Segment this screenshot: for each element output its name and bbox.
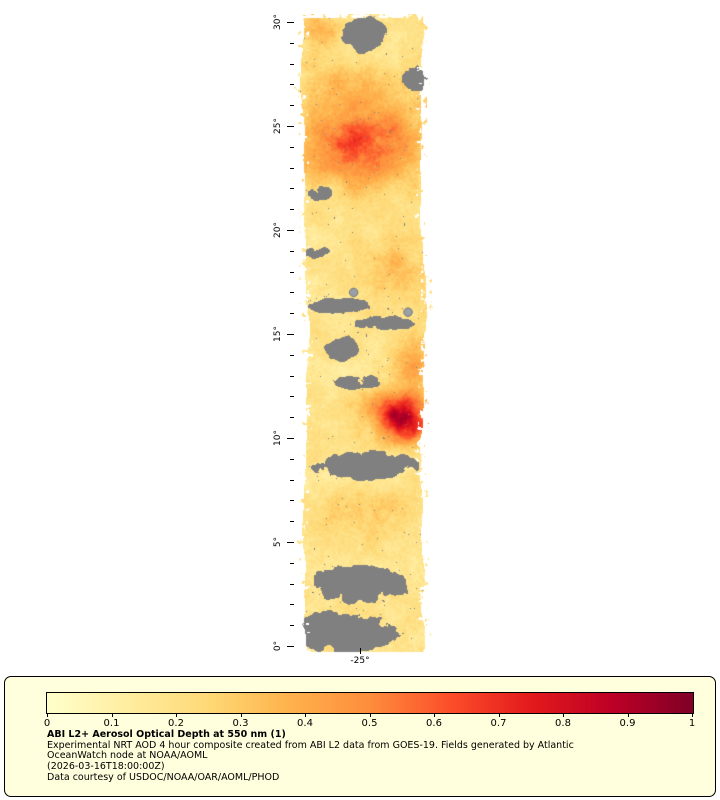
lat-minor-tick [290, 583, 294, 585]
colorbar-tick [434, 714, 435, 717]
colorbar-tick-label: 0.6 [426, 718, 442, 729]
lat-tick-label: 15° [273, 326, 283, 342]
lat-minor-tick [290, 479, 294, 481]
colorbar-tick-label: 0.9 [619, 718, 636, 729]
lat-minor-tick [290, 562, 294, 564]
lat-minor-tick [290, 42, 294, 44]
lat-tick-label: 20° [273, 222, 283, 238]
colorbar-tick-label: 0.7 [490, 718, 507, 729]
colorbar-tick [563, 714, 564, 717]
lat-minor-tick [290, 146, 294, 148]
lat-tick-label: 0° [273, 640, 283, 652]
caption-description-line1: Experimental NRT AOD 4 hour composite cr… [47, 739, 574, 751]
colorbar-tick [498, 714, 500, 717]
colorbar-tick [305, 714, 306, 717]
lat-major-tick [287, 230, 294, 231]
lat-major-tick [287, 22, 294, 23]
colorbar-tick-label: 0.2 [168, 718, 184, 729]
lat-minor-tick [290, 271, 294, 273]
colorbar-ticks: 0 0.1 0.2 0.3 0.4 0.5 0.6 0.7 0.8 0.9 1 [5, 677, 715, 796]
lat-minor-tick [290, 521, 294, 523]
lat-major-tick [287, 542, 294, 543]
colorbar-tick [240, 714, 242, 717]
figure-caption: ABI L2+ Aerosol Optical Depth at 550 nm … [47, 729, 574, 784]
lon-major-tick [360, 648, 361, 654]
colorbar-tick-label: 0.1 [103, 718, 120, 729]
colorbar-tick [369, 714, 371, 717]
caption-title: ABI L2+ Aerosol Optical Depth at 550 nm … [47, 729, 286, 740]
lat-minor-tick [290, 500, 294, 502]
lat-minor-tick [290, 188, 294, 190]
caption-credit: Data courtesy of USDOC/NOAA/OAR/AOML/PHO… [47, 771, 280, 783]
lat-minor-tick [290, 167, 294, 169]
lat-minor-tick [290, 354, 294, 356]
lat-major-tick [287, 126, 294, 127]
colorbar-tick [176, 714, 177, 717]
colorbar-tick-label: 0.4 [297, 718, 313, 729]
colorbar-tick [111, 714, 113, 717]
lat-minor-tick [290, 292, 294, 294]
colorbar-tick [627, 714, 629, 717]
colorbar-tick-label: 1 [688, 718, 696, 729]
lat-minor-tick [290, 63, 294, 65]
lat-minor-tick [290, 209, 294, 211]
lat-minor-tick [290, 313, 294, 315]
colorbar-tick [692, 714, 693, 717]
lat-major-tick [287, 438, 294, 439]
lat-major-tick [287, 646, 294, 647]
lat-minor-tick [290, 84, 294, 86]
lat-tick-label: 5° [273, 536, 283, 548]
lat-minor-tick [290, 417, 294, 419]
lat-minor-tick [290, 375, 294, 377]
legend-panel: 0 0.1 0.2 0.3 0.4 0.5 0.6 0.7 0.8 0.9 1 ABI L2+ Ae… [4, 676, 716, 797]
lat-minor-tick [290, 250, 294, 252]
lat-tick-label: 10° [273, 430, 283, 446]
lat-tick-label: 30° [273, 14, 283, 30]
caption-description-line2: OceanWatch node at NOAA/AOML [47, 750, 208, 762]
aod-swath-raster [294, 14, 434, 654]
caption-timestamp: (2026-03-16T18:00:00Z) [47, 761, 165, 773]
lat-major-tick [287, 334, 294, 335]
lat-minor-tick [290, 105, 294, 107]
lat-minor-tick [290, 625, 294, 627]
colorbar-tick [47, 714, 48, 717]
colorbar-tick-label: 0.5 [361, 718, 378, 729]
lon-tick-label: -25° [350, 656, 370, 666]
lat-tick-label: 25° [273, 118, 283, 134]
lat-minor-tick [290, 396, 294, 398]
colorbar-tick-label: 0.8 [555, 718, 571, 729]
lat-minor-tick [290, 604, 294, 606]
lat-minor-tick [290, 458, 294, 460]
colorbar-tick-label: 0 [43, 718, 51, 729]
colorbar-tick-label: 0.3 [232, 718, 249, 729]
colorbar-gradient [46, 692, 694, 714]
